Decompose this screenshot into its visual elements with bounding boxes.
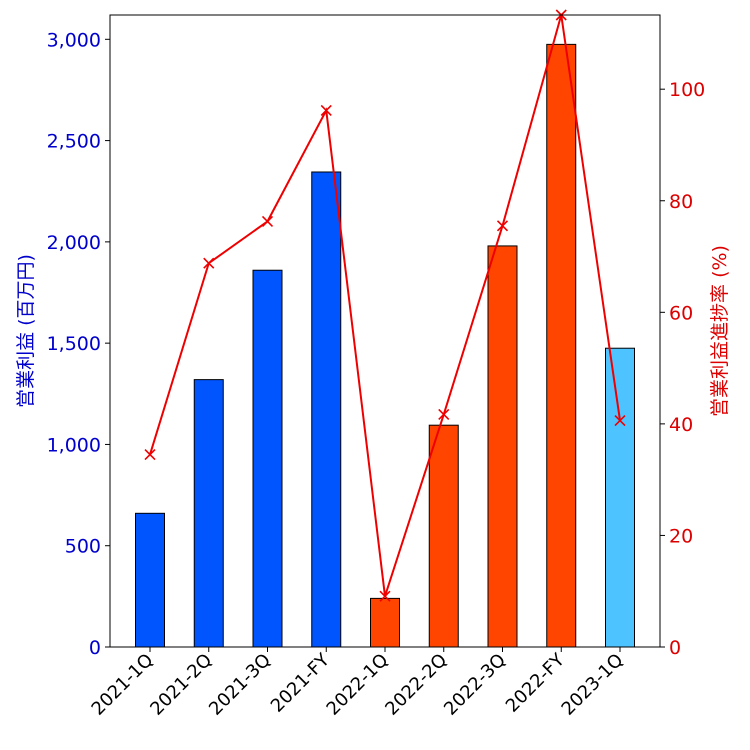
y-right-tick-label: 20: [669, 525, 693, 547]
progress-marker-2022-2Q: [438, 408, 450, 420]
y-right-tick-label: 40: [669, 414, 693, 436]
progress-marker-2021-FY: [320, 104, 332, 116]
y-axis-right-label: 営業利益進捗率 (%): [709, 245, 731, 417]
x-tick-label: 2022-2Q: [381, 650, 451, 720]
bar-2021-1Q: [135, 512, 165, 648]
y-right-tick-label: 60: [669, 302, 693, 324]
x-tick-label: 2021-1Q: [88, 650, 158, 720]
bar-2022-FY: [546, 43, 577, 648]
bar-2022-3Q: [487, 245, 518, 648]
bar-2023-1Q: [605, 347, 635, 648]
progress-marker-2021-2Q: [203, 257, 215, 269]
progress-marker-2023-1Q: [614, 414, 626, 427]
y-left-tick-label: 1,500: [47, 333, 101, 355]
y-left-tick-label: 2,000: [47, 232, 101, 254]
progress-line-series: [144, 9, 626, 602]
x-tick-label: 2021-2Q: [146, 650, 216, 720]
bar-2021-2Q: [193, 379, 224, 648]
x-tick-label: 2022-3Q: [440, 650, 510, 720]
y-left-tick-label: 2,500: [47, 131, 101, 153]
y-right-tick-label: 80: [669, 191, 693, 213]
bar-2021-FY: [311, 171, 342, 648]
y-left-tick-label: 0: [89, 637, 101, 659]
plot-frame: [109, 14, 661, 648]
progress-marker-2021-1Q: [144, 448, 156, 461]
bar-series: [135, 43, 635, 648]
tick-labels: 0 500 1,000 1,500 2,000 2,500 3,000 0 20 40 60 80 10…: [47, 29, 706, 719]
bar-2021-3Q: [252, 269, 283, 648]
bar-2022-1Q: [370, 597, 400, 648]
x-tick-label: 2022-1Q: [323, 650, 393, 720]
y-right-tick-label: 100: [669, 79, 705, 101]
bar-2022-2Q: [428, 424, 459, 648]
progress-marker-2022-1Q: [379, 590, 391, 602]
progress-marker-2022-3Q: [496, 220, 509, 232]
x-tick-label: 2023-1Q: [558, 650, 628, 720]
y-left-tick-label: 1,000: [47, 434, 101, 456]
axes: [109, 14, 661, 648]
y-axis-left-label: 営業利益 (百万円): [15, 254, 37, 408]
progress-marker-2021-3Q: [261, 215, 274, 227]
y-left-tick-label: 500: [65, 536, 101, 558]
x-tick-label: 2021-3Q: [205, 650, 275, 720]
y-left-tick-label: 3,000: [47, 29, 101, 51]
y-right-tick-label: 0: [669, 637, 681, 659]
